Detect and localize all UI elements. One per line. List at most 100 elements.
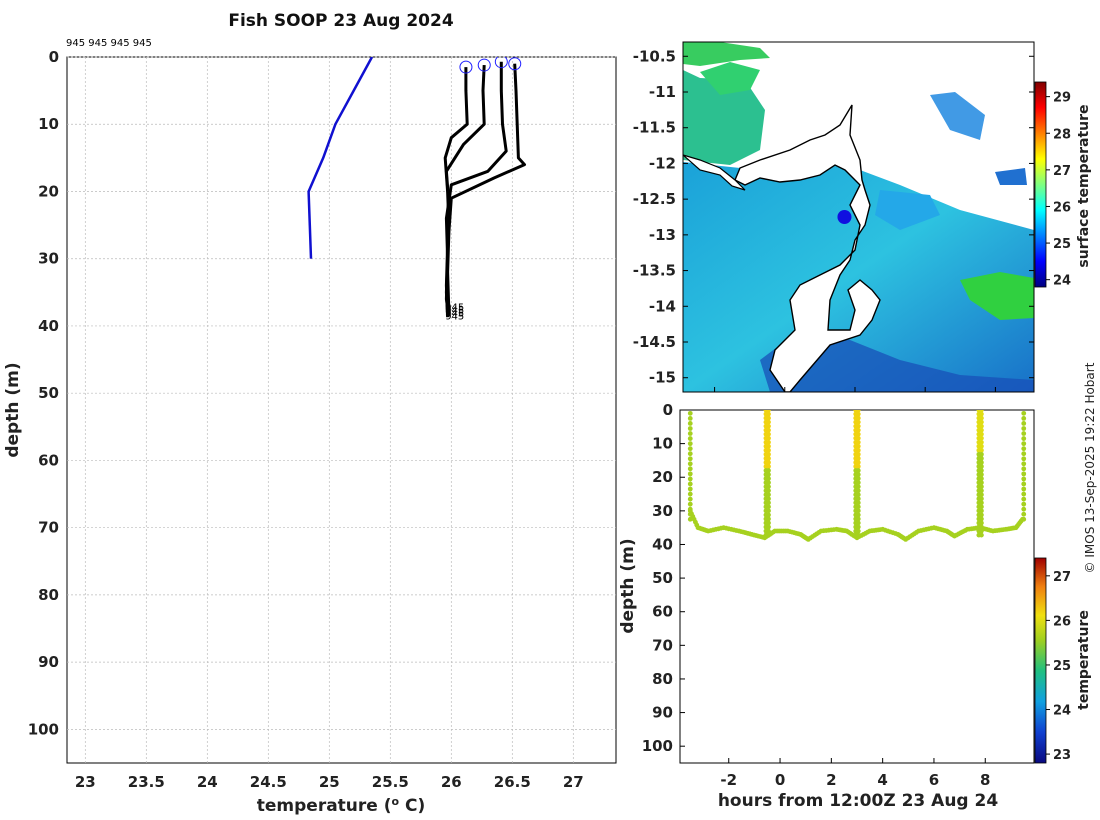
profile-gridlines	[67, 56, 616, 763]
y-tick-label: 60	[38, 451, 59, 469]
section-colorbar-label: temperature	[1076, 610, 1092, 710]
y-tick-label: 100	[28, 720, 59, 738]
cast-point	[979, 508, 984, 514]
profile-series	[307, 57, 526, 318]
section-y-tick-label: 30	[652, 502, 673, 520]
cast-point	[855, 415, 861, 421]
cast-point	[766, 504, 771, 510]
tow-edge-point	[1021, 481, 1027, 487]
cast-point	[979, 528, 984, 534]
section-colorbar-tick-label: 25	[1053, 659, 1071, 674]
tow-edge-point	[687, 441, 693, 447]
x-tick-label: 24.5	[250, 773, 287, 791]
cast-point	[855, 508, 861, 514]
tow-edge-point	[1021, 456, 1027, 462]
cast-point	[855, 427, 861, 433]
tow-edge-point	[1021, 431, 1027, 436]
section-colorbar	[1034, 557, 1047, 764]
x-tick-label: 24	[197, 773, 218, 791]
sst-map-panel: -10.5 -11 -11.5 -12 -12.5 -13 -13.5 -14 -14.5 -15…	[620, 41, 1092, 420]
tow-edge-point	[1021, 436, 1027, 441]
profile-end-label: 945	[445, 311, 464, 322]
cast-point	[855, 423, 861, 429]
sst-patch-1	[700, 62, 760, 95]
cast-point	[855, 451, 861, 457]
top-profile-labels: 945 945 945 945	[66, 38, 152, 49]
cast-point	[766, 484, 771, 490]
y-tick-label: 70	[38, 519, 59, 537]
tow-edge-point	[1021, 496, 1027, 502]
section-y-tick-label: 0	[663, 401, 673, 419]
cast-point	[766, 488, 771, 494]
cast-point	[979, 472, 984, 477]
sst-warm-patch	[960, 272, 1034, 320]
map-colorbar-label: surface temperature	[1076, 104, 1092, 267]
tow-edge-point	[1021, 416, 1027, 421]
cast-point	[979, 532, 984, 538]
tow-edge-point	[687, 491, 693, 497]
cast-point	[855, 488, 861, 494]
cast-point	[766, 476, 771, 481]
cast-point	[979, 516, 984, 522]
tow-edge-point	[687, 456, 693, 462]
sst-cloud-patch-1	[930, 92, 985, 140]
lat-tick-label: -11.5	[633, 119, 676, 137]
tow-edge-point	[687, 486, 693, 492]
sst-cloud-patch-2	[995, 168, 1027, 185]
cast-point	[855, 468, 861, 473]
tow-edge-point	[1021, 501, 1027, 507]
section-x-axis-label: hours from 12:00Z 23 Aug 24	[718, 791, 999, 811]
map-colorbar-ticks: 24 25 26 27 28 29	[1046, 91, 1071, 289]
section-x-tick-label: 0	[775, 771, 785, 789]
y-tick-label: 50	[38, 384, 59, 402]
cast-point	[855, 464, 861, 469]
cast-point	[855, 520, 861, 526]
surface-marker	[508, 57, 522, 71]
profile-y-axis-label: depth (m)	[3, 362, 23, 457]
tow-edge-point	[1021, 410, 1027, 416]
cast-point	[855, 528, 861, 534]
cast-point	[766, 472, 771, 477]
cast-point	[979, 447, 984, 453]
y-tick-label: 80	[38, 586, 59, 604]
tow-edge-point	[687, 426, 693, 431]
tow-edge-point	[687, 516, 693, 522]
profile-plot-area	[66, 56, 617, 764]
tow-edge-point	[1021, 491, 1027, 497]
section-y-tick-label: 40	[652, 535, 673, 553]
cast-point	[855, 443, 861, 449]
section-colorbar-tick-label: 26	[1053, 614, 1071, 629]
cast-point	[855, 431, 861, 437]
cast-point	[766, 456, 771, 461]
credit-text: © IMOS 13-Sep-2025 19:22 Hobart	[1083, 362, 1097, 573]
x-tick-label: 26	[441, 773, 462, 791]
lat-tick-label: -12.5	[633, 190, 676, 208]
profile-end-label: 945	[445, 308, 464, 319]
cast-point	[979, 496, 984, 502]
cast-point	[855, 476, 861, 481]
cast-point	[766, 512, 771, 518]
cast-point	[979, 500, 984, 506]
tow-edge-point	[1021, 461, 1027, 467]
surface-marker	[477, 58, 491, 72]
cast-point	[766, 435, 771, 441]
cast-point	[855, 492, 861, 498]
section-y-tick-label: 80	[652, 670, 673, 688]
cast-point	[766, 427, 771, 433]
cast-point	[979, 435, 984, 441]
cast-point	[766, 451, 771, 457]
chart-title: Fish SOOP 23 Aug 2024	[228, 11, 454, 31]
tow-edge-point	[687, 451, 693, 457]
x-tick-label: 25.5	[372, 773, 409, 791]
tow-edge-point	[687, 496, 693, 502]
y-tick-label: 90	[38, 653, 59, 671]
y-tick-label: 10	[38, 115, 59, 133]
tow-edge-point	[687, 501, 693, 507]
cast-point	[979, 427, 984, 433]
map-colorbar	[1034, 81, 1047, 288]
lat-tick-label: -13	[649, 226, 676, 244]
cast-point	[766, 500, 771, 506]
lat-tick-label: -12	[649, 154, 676, 172]
section-colorbar-tick-label: 23	[1053, 748, 1071, 763]
